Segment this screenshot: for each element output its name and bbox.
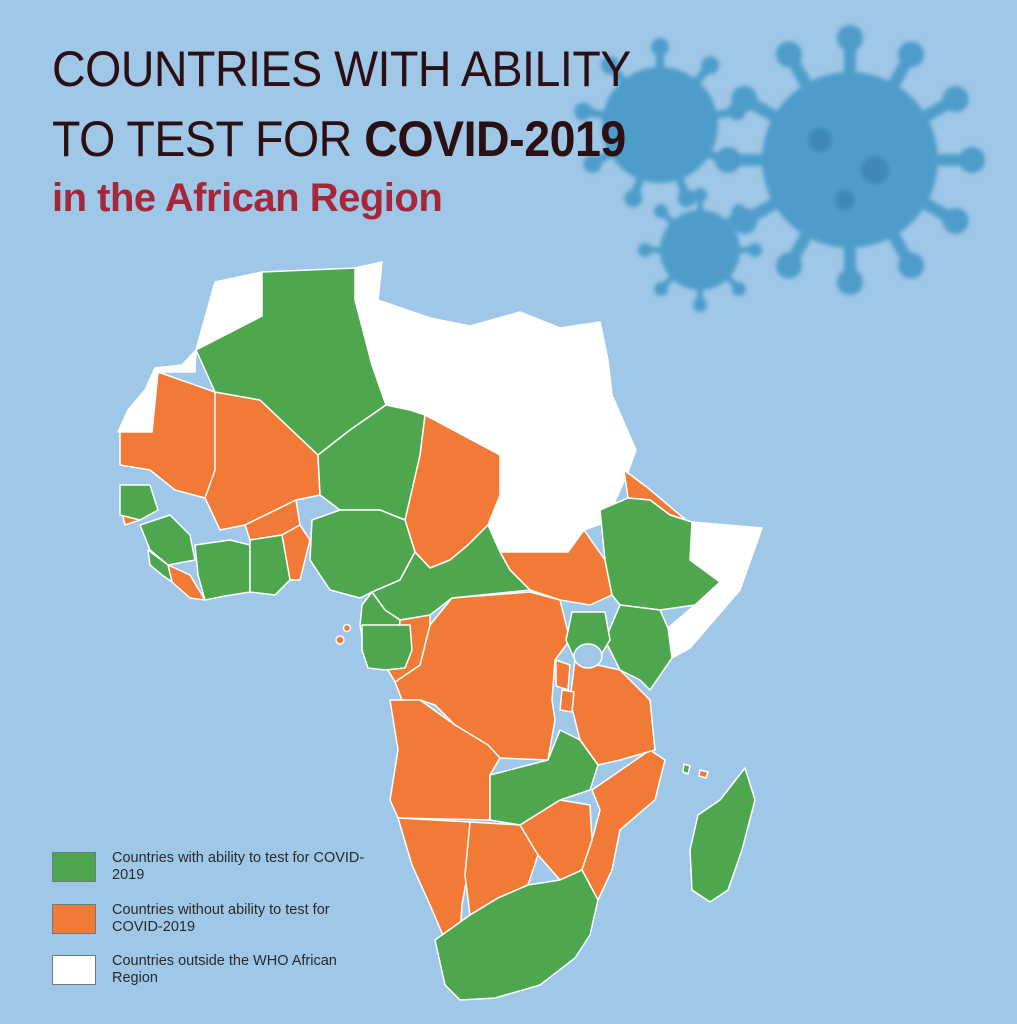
legend-swatch-green [52, 852, 96, 882]
legend-item: Countries outside the WHO African Region [52, 953, 372, 987]
legend-item: Countries with ability to test for COVID… [52, 850, 372, 884]
legend-label: Countries without ability to test for CO… [112, 902, 330, 935]
legend-label: Countries with ability to test for COVID… [112, 850, 365, 883]
legend-swatch-orange [52, 904, 96, 934]
legend-swatch-white [52, 955, 96, 985]
outside-region-countries [117, 261, 763, 659]
lake-victoria [573, 643, 603, 669]
title-subtitle: in the African Region [52, 176, 443, 220]
title-line-2-prefix: TO TEST FOR [52, 111, 365, 167]
legend-item: Countries without ability to test for CO… [52, 902, 372, 936]
with-ability-countries [119, 267, 756, 1001]
coronavirus-icon [574, 25, 985, 312]
legend-label: Countries outside the WHO African Region [112, 953, 337, 986]
title-covid: COVID-2019 [364, 111, 626, 167]
title-line-1: COUNTRIES WITH ABILITY [52, 41, 631, 97]
title-line-2: TO TEST FOR COVID-2019 [52, 110, 626, 168]
